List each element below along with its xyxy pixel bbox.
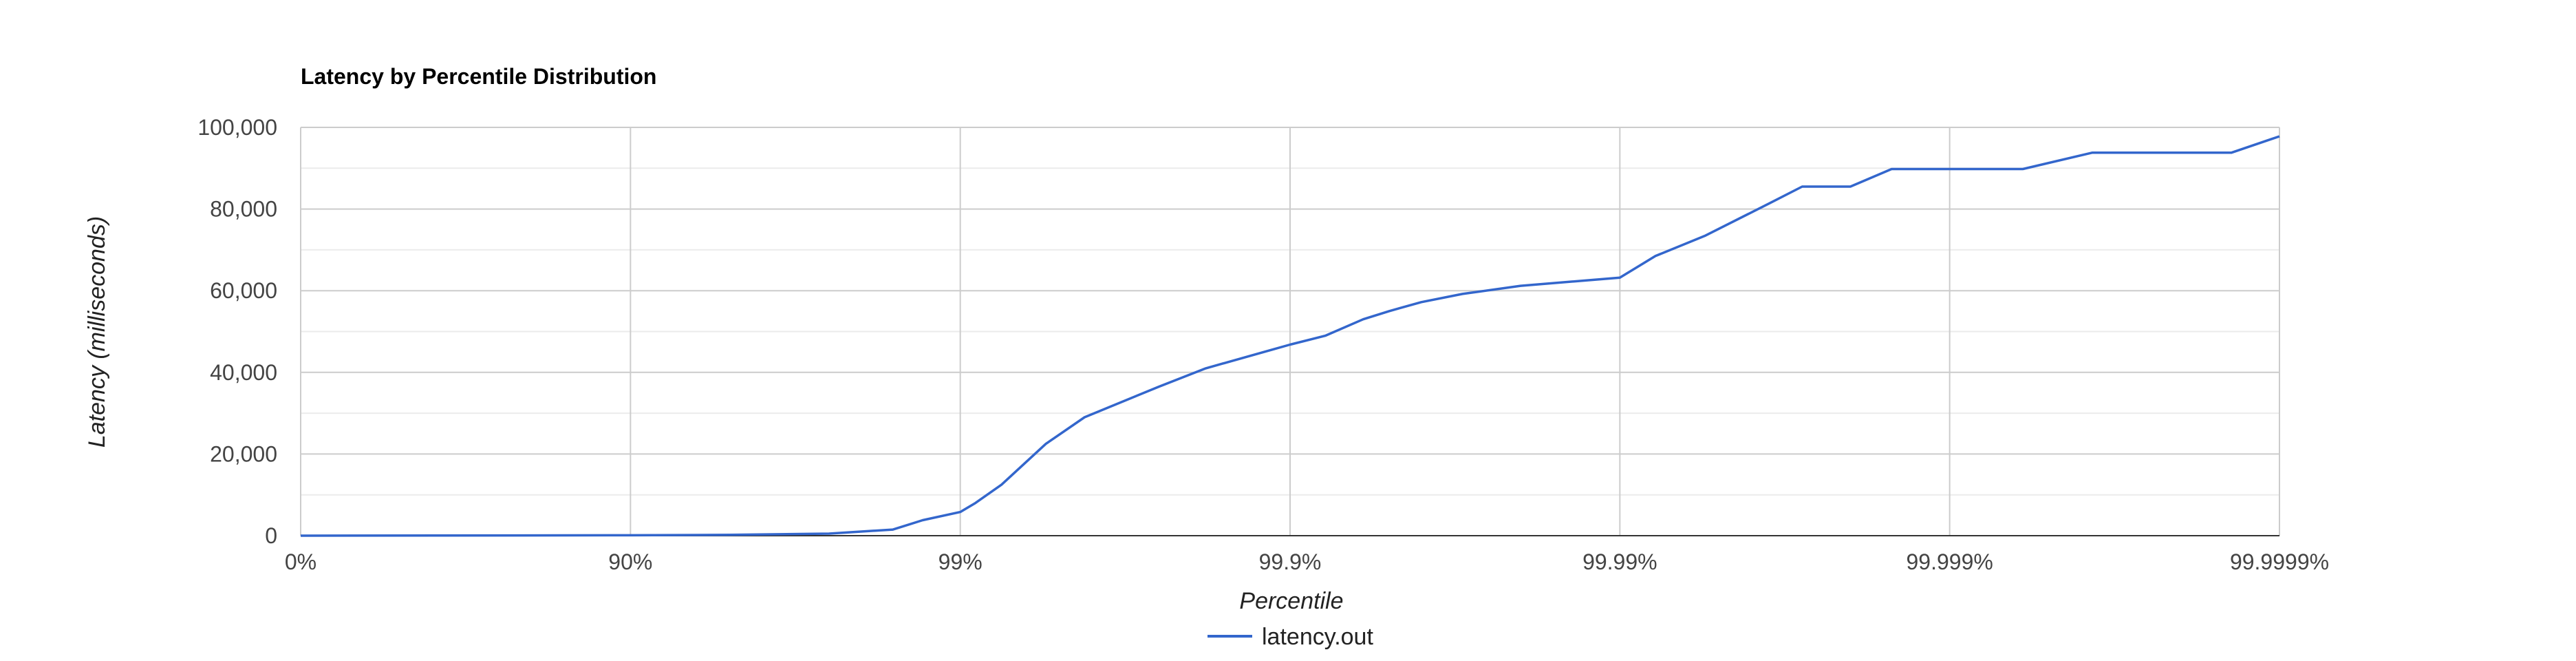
x-tick-label: 99.999% — [1907, 549, 1993, 574]
legend-label-latency-out: latency.out — [1262, 624, 1373, 650]
y-axis-title: Latency (milliseconds) — [84, 216, 110, 448]
x-tick-label: 99.99% — [1582, 549, 1657, 574]
x-tick-label: 99.9999% — [2230, 549, 2329, 574]
y-tick-label: 60,000 — [210, 278, 277, 303]
y-tick-label: 40,000 — [210, 360, 277, 385]
grid-lines — [300, 127, 2280, 536]
x-tick-label: 90% — [608, 549, 652, 574]
series-line-latency-out — [300, 135, 2280, 537]
x-axis-title: Percentile — [1239, 588, 1343, 614]
y-tick-label: 80,000 — [210, 197, 277, 222]
y-tick-label: 0 — [265, 523, 277, 548]
x-tick-label: 99.9% — [1259, 549, 1322, 574]
y-tick-label: 100,000 — [197, 115, 277, 140]
chart-title: Latency by Percentile Distribution — [301, 64, 656, 89]
legend: latency.out — [1208, 624, 1373, 650]
y-tick-label: 20,000 — [210, 441, 277, 466]
x-tick-label: 0% — [285, 549, 316, 574]
tick-labels: 0 20,000 40,000 60,000 80,000 100,000 0% 90% 99%… — [197, 115, 2329, 574]
x-tick-label: 99% — [938, 549, 983, 574]
